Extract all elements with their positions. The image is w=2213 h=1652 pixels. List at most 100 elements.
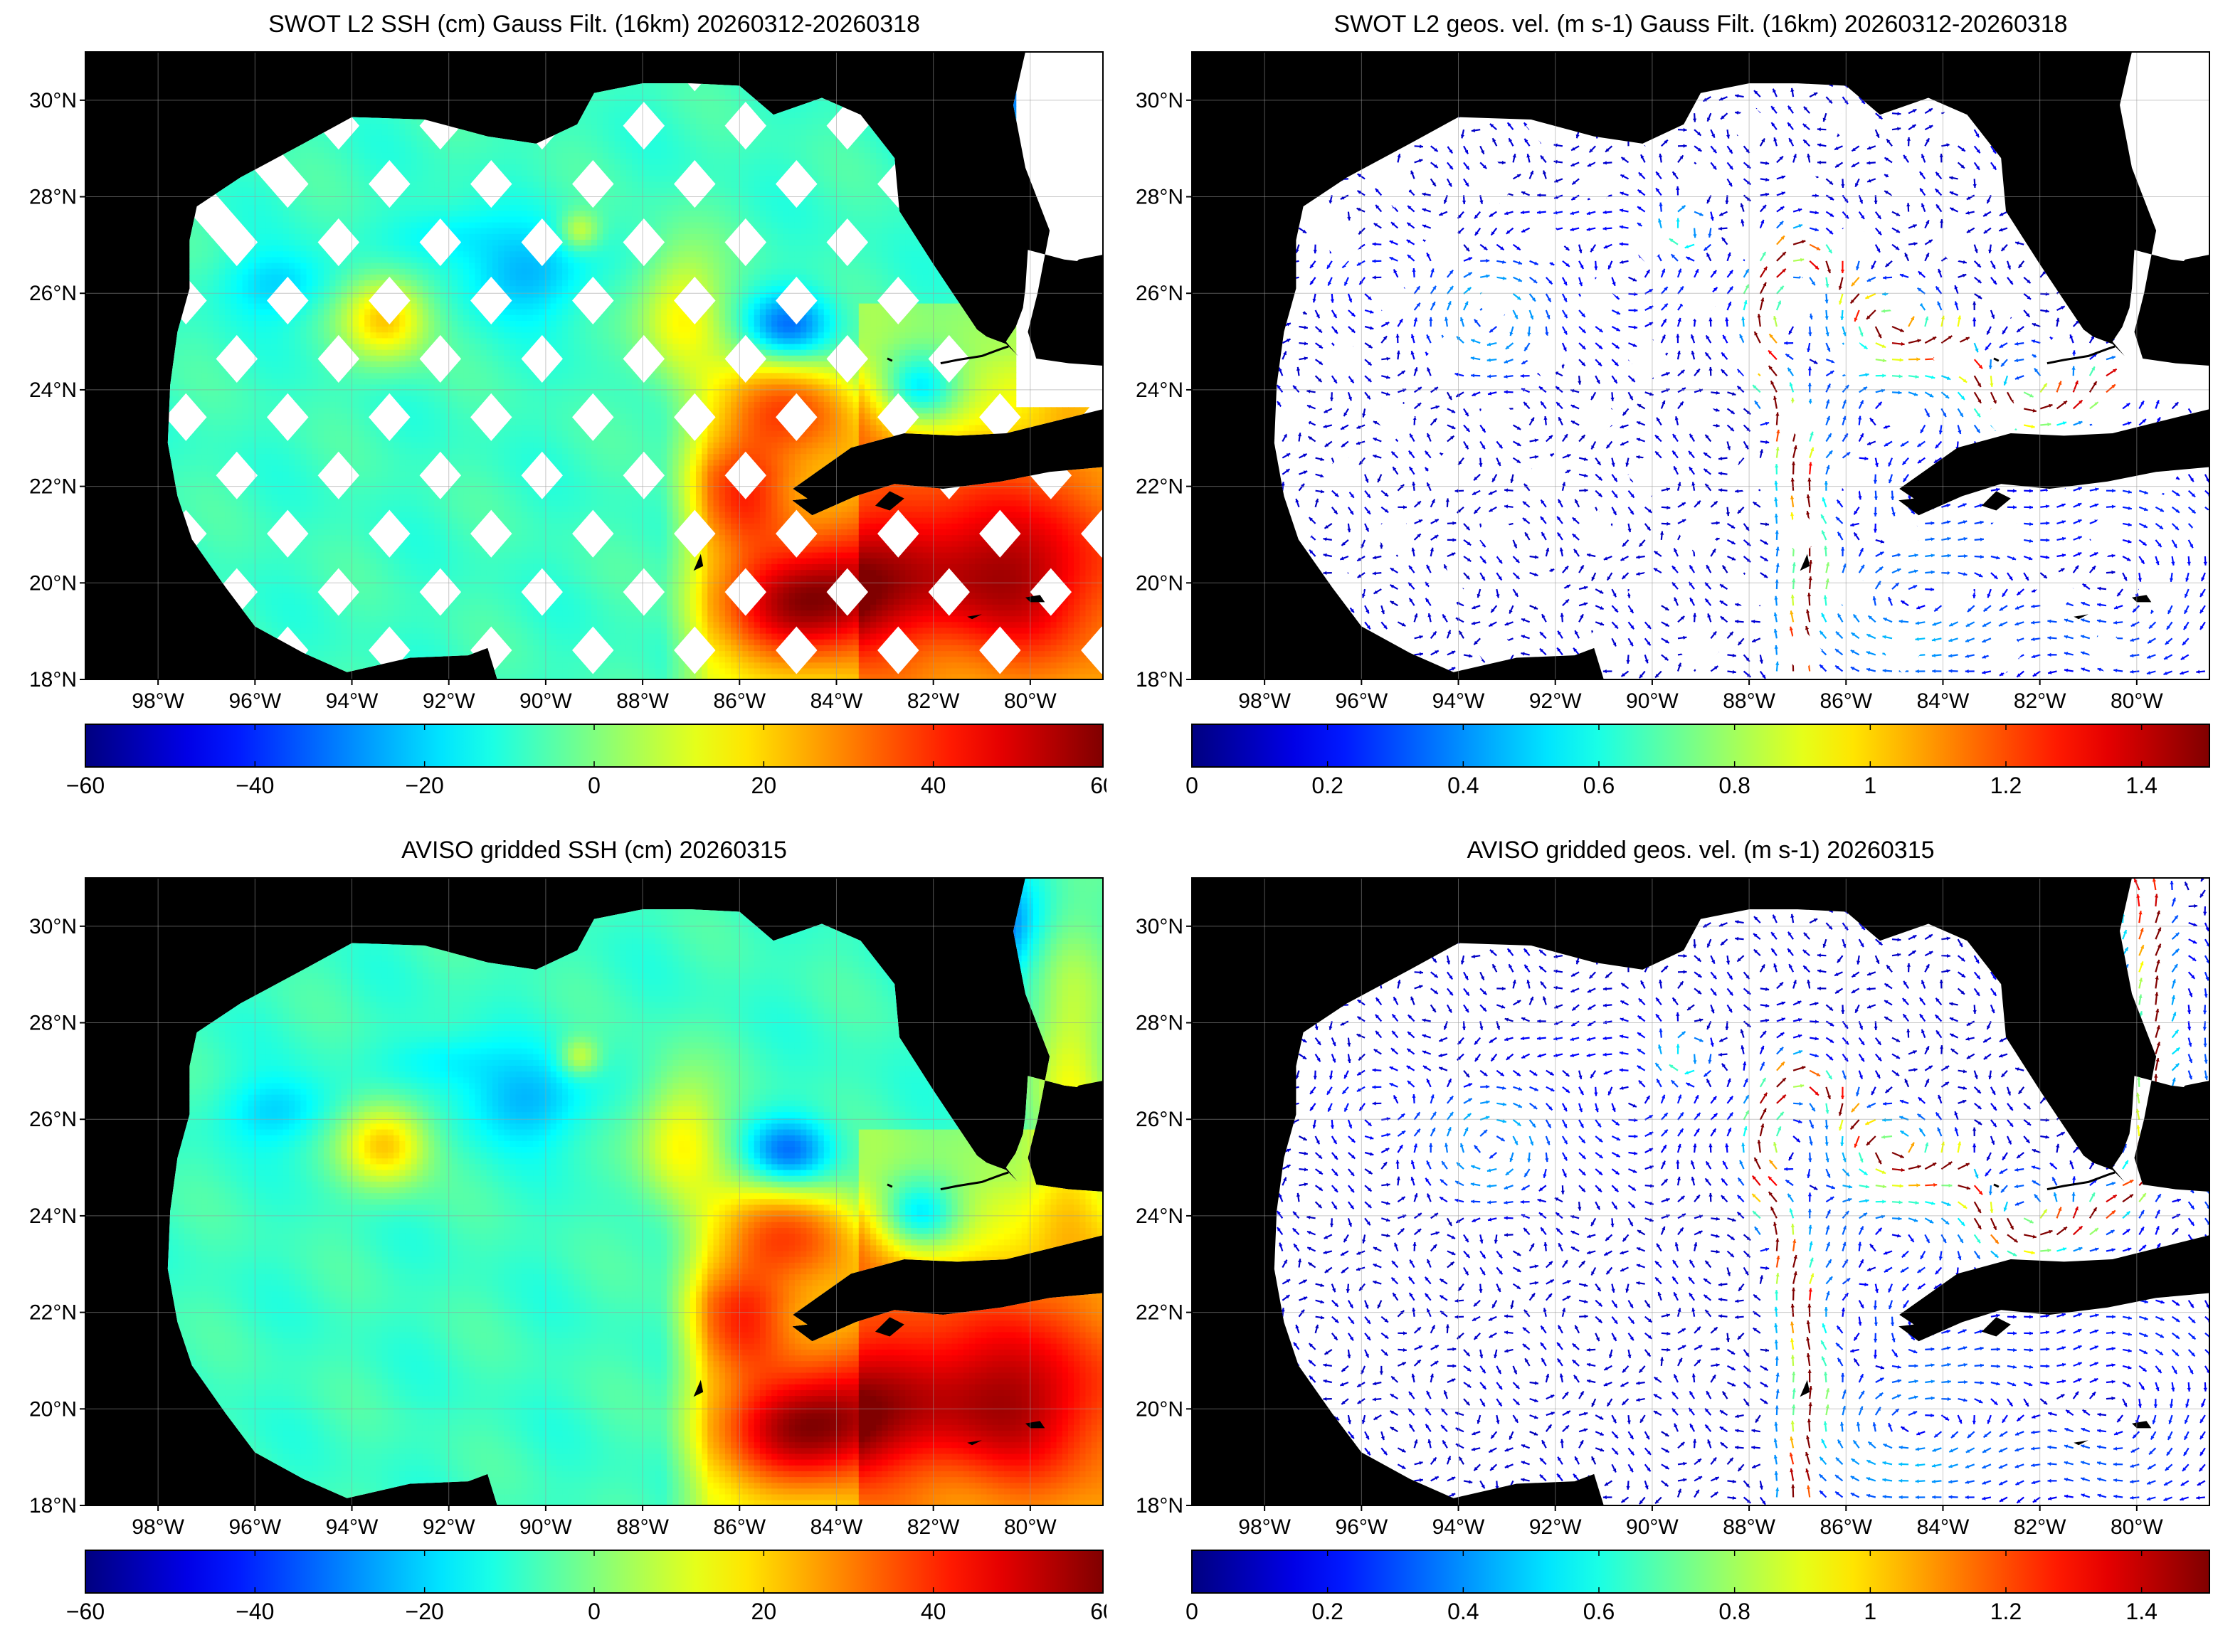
lon-tick-label: 84°W xyxy=(1917,689,1970,713)
colorbar-tick-label: 0.8 xyxy=(1718,773,1750,798)
lon-tick-label: 88°W xyxy=(1723,1515,1775,1539)
colorbar-tick-label: −40 xyxy=(236,773,274,798)
colorbar-tick-label: 1.4 xyxy=(2125,1599,2157,1624)
lon-tick-label: 94°W xyxy=(1432,689,1485,713)
colorbar-tick-label: −20 xyxy=(406,773,444,798)
lon-tick-label: 90°W xyxy=(519,689,572,713)
lat-tick-label: 30°N xyxy=(1136,915,1183,938)
lat-tick-label: 18°N xyxy=(29,1494,77,1518)
colorbar-tick-label: 0 xyxy=(588,773,601,798)
lat-tick-label: 24°N xyxy=(29,1204,77,1228)
colorbar-tick-label: −60 xyxy=(66,1599,105,1624)
lon-tick-label: 98°W xyxy=(1238,1515,1291,1539)
colorbar-tick-label: 20 xyxy=(751,1599,777,1624)
lat-tick-label: 24°N xyxy=(1136,378,1183,402)
map-canvas: 98°W 96°W 94°W 92°W 90°W 88°W 86°W 84°W 82°W 80°W… xyxy=(29,51,1106,798)
lon-tick-label: 82°W xyxy=(2014,689,2066,713)
lat-tick-label: 28°N xyxy=(29,1012,77,1035)
lon-tick-label: 88°W xyxy=(1723,689,1775,713)
lon-tick-label: 92°W xyxy=(1529,1515,1582,1539)
colorbar-tick-label: 1 xyxy=(1864,1599,1876,1624)
lon-tick-label: 86°W xyxy=(1819,1515,1872,1539)
panel-title: SWOT L2 SSH (cm) Gauss Filt. (16km) 2026… xyxy=(85,10,1103,38)
colorbar: −60 −40 −20 0 20 40 60 xyxy=(66,724,1106,798)
map-frame xyxy=(1191,877,2210,1506)
colorbar-tick-label: 1.2 xyxy=(1990,773,2022,798)
lat-tick-label: 20°N xyxy=(29,1397,77,1421)
lat-tick-label: 18°N xyxy=(29,668,77,692)
lon-tick-label: 84°W xyxy=(810,689,863,713)
panel-aviso-vel: AVISO gridded geos. vel. (m s-1) 2026031… xyxy=(1106,826,2213,1652)
lat-tick-label: 26°N xyxy=(1136,282,1183,305)
lon-tick-label: 86°W xyxy=(713,689,766,713)
lon-tick-label: 96°W xyxy=(1335,689,1388,713)
colorbar-tick-label: 0.2 xyxy=(1311,1599,1343,1624)
colorbar-tick-label: −60 xyxy=(66,773,105,798)
map-area xyxy=(1192,878,2209,1505)
map-canvas: 98°W 96°W 94°W 92°W 90°W 88°W 86°W 84°W 82°W 80°W… xyxy=(29,877,1106,1624)
lon-tick-label: 96°W xyxy=(1335,1515,1388,1539)
colorbar-tick-label: 1.4 xyxy=(2125,773,2157,798)
colorbar-tick-label: 40 xyxy=(921,1599,946,1624)
lon-tick-label: 96°W xyxy=(228,689,281,713)
graticule xyxy=(85,878,1103,1505)
lon-tick-label: 90°W xyxy=(519,1515,572,1539)
lon-tick-label: 94°W xyxy=(326,1515,379,1539)
lon-tick-label: 88°W xyxy=(616,1515,669,1539)
data-field xyxy=(167,52,1103,679)
panel-aviso-ssh: AVISO gridded SSH (cm) 20260315 98°W 96°W 9… xyxy=(0,826,1106,1652)
lat-tick-label: 20°N xyxy=(29,571,77,595)
lat-tick-label: 28°N xyxy=(29,186,77,209)
lon-tick-label: 82°W xyxy=(907,689,960,713)
lon-tick-label: 98°W xyxy=(132,689,184,713)
colorbar-tick-label: 0 xyxy=(1185,1599,1198,1624)
colorbar-tick-label: 0.2 xyxy=(1311,773,1343,798)
colorbar: 0 0.2 0.4 0.6 0.8 1 1.2 1.4 xyxy=(1185,724,2210,798)
lat-tick-label: 22°N xyxy=(29,475,77,499)
colorbar-tick-label: 0.8 xyxy=(1718,1599,1750,1624)
map-area xyxy=(1192,52,2209,679)
panel-title: AVISO gridded geos. vel. (m s-1) 2026031… xyxy=(1192,836,2209,864)
lat-tick-label: 18°N xyxy=(1136,668,1183,692)
lat-tick-label: 20°N xyxy=(1136,571,1183,595)
lon-tick-label: 82°W xyxy=(907,1515,960,1539)
map-canvas: 98°W 96°W 94°W 92°W 90°W 88°W 86°W 84°W 82°W 80°W… xyxy=(1136,51,2210,798)
lat-tick-label: 28°N xyxy=(1136,186,1183,209)
lat-tick-label: 18°N xyxy=(1136,1494,1183,1518)
map-canvas: 98°W 96°W 94°W 92°W 90°W 88°W 86°W 84°W 82°W 80°W… xyxy=(1136,877,2210,1624)
lon-tick-label: 90°W xyxy=(1626,689,1679,713)
lon-tick-label: 84°W xyxy=(810,1515,863,1539)
lat-tick-label: 26°N xyxy=(1136,1108,1183,1131)
lat-tick-label: 26°N xyxy=(29,282,77,305)
lat-tick-label: 30°N xyxy=(1136,89,1183,112)
lon-tick-label: 98°W xyxy=(1238,689,1291,713)
colorbar-tick-label: 1 xyxy=(1864,773,1876,798)
colorbar-tick-label: 60 xyxy=(1090,1599,1106,1624)
lat-tick-label: 28°N xyxy=(1136,1012,1183,1035)
map-frame xyxy=(85,877,1104,1506)
colorbar-tick-label: −20 xyxy=(406,1599,444,1624)
lon-tick-label: 98°W xyxy=(132,1515,184,1539)
lon-tick-label: 90°W xyxy=(1626,1515,1679,1539)
colorbar-tick-label: 0 xyxy=(588,1599,601,1624)
colorbar-tick-label: −40 xyxy=(236,1599,274,1624)
map-frame xyxy=(85,51,1104,680)
colorbar: 0 0.2 0.4 0.6 0.8 1 1.2 1.4 xyxy=(1185,1550,2210,1624)
lat-tick-label: 22°N xyxy=(1136,475,1183,499)
lat-tick-label: 22°N xyxy=(1136,1301,1183,1325)
lat-tick-label: 30°N xyxy=(29,915,77,938)
colorbar-tick-label: 60 xyxy=(1090,773,1106,798)
panel-title: AVISO gridded SSH (cm) 20260315 xyxy=(85,836,1103,864)
lon-tick-label: 84°W xyxy=(1917,1515,1970,1539)
lon-tick-label: 86°W xyxy=(713,1515,766,1539)
lat-tick-label: 20°N xyxy=(1136,1397,1183,1421)
panel-title: SWOT L2 geos. vel. (m s-1) Gauss Filt. (… xyxy=(1192,10,2209,38)
lon-tick-label: 92°W xyxy=(423,689,475,713)
map-frame xyxy=(1191,51,2210,680)
colorbar-tick-label: 20 xyxy=(751,773,777,798)
lat-tick-label: 26°N xyxy=(29,1108,77,1131)
lat-tick-label: 24°N xyxy=(1136,1204,1183,1228)
graticule xyxy=(1192,52,2209,679)
graticule xyxy=(85,52,1103,679)
graticule xyxy=(1192,878,2209,1505)
